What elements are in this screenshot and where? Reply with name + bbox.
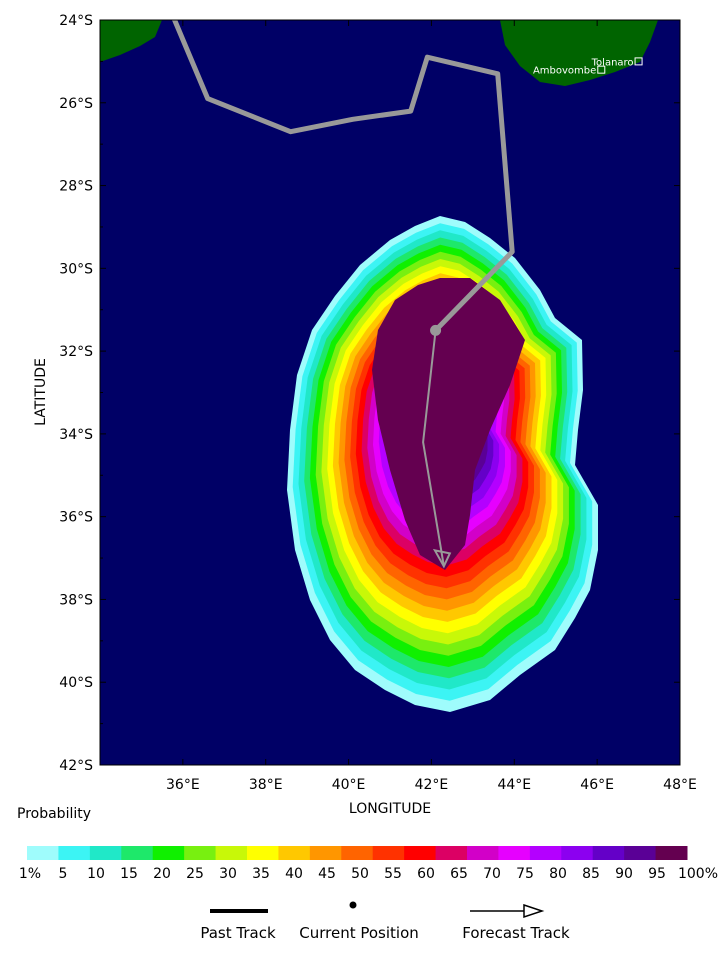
colorbar-swatch	[655, 846, 688, 860]
lat-tick-label: 28°S	[59, 179, 93, 195]
colorbar-swatch	[184, 846, 217, 860]
colorbar-label: 40	[285, 866, 303, 882]
current-position-marker	[430, 324, 442, 336]
x-axis-label: LONGITUDE	[349, 801, 431, 817]
colorbar-label: 5	[58, 866, 68, 882]
lat-tick-label: 34°S	[59, 427, 93, 443]
forecast-track-arrowhead	[523, 903, 545, 919]
probability-colorbar	[27, 846, 688, 860]
madagascar-coastline	[500, 20, 658, 86]
colorbar-label: 100%	[677, 866, 719, 882]
colorbar-label: 70	[483, 866, 501, 882]
colorbar-swatch	[58, 846, 91, 860]
colorbar-swatch	[341, 846, 374, 860]
city-marker	[597, 65, 606, 74]
colorbar-label: 65	[450, 866, 468, 882]
city-marker	[634, 57, 643, 66]
colorbar-swatch	[27, 846, 59, 860]
colorbar-swatch	[152, 846, 185, 860]
lon-tick-label: 42°E	[415, 777, 449, 793]
colorbar-swatch	[467, 846, 499, 860]
lon-tick-label: 44°E	[497, 777, 531, 793]
colorbar-label: 75	[516, 866, 534, 882]
colorbar-label: 50	[351, 866, 369, 882]
forecast-track-label: Forecast Track	[462, 924, 570, 942]
colorbar-swatch	[247, 846, 279, 860]
lon-tick-label: 48°E	[663, 777, 697, 793]
lat-tick-label: 32°S	[59, 344, 93, 360]
colorbar-swatch	[121, 846, 154, 860]
forecast-track-line	[422, 330, 445, 567]
city-label: Tolanaro	[591, 57, 634, 68]
colorbar-label: 30	[219, 866, 237, 882]
colorbar-swatch	[404, 846, 437, 860]
city-label: Ambovombe	[533, 66, 596, 77]
colorbar-label: 60	[417, 866, 435, 882]
lat-tick-label: 38°S	[59, 592, 93, 608]
colorbar-label: 45	[318, 866, 336, 882]
lat-tick-label: 36°S	[59, 510, 93, 526]
colorbar-label: 1%	[18, 866, 42, 882]
lat-tick-label: 24°S	[59, 13, 93, 29]
probability-core	[372, 278, 525, 570]
colorbar-label: 20	[153, 866, 171, 882]
colorbar-label: 15	[120, 866, 138, 882]
colorbar-label: 85	[582, 866, 600, 882]
colorbar-swatch	[561, 846, 594, 860]
past-track-line	[171, 20, 515, 333]
colorbar-swatch	[435, 846, 468, 860]
colorbar-label: 25	[186, 866, 204, 882]
lat-tick-label: 42°S	[59, 758, 93, 774]
lat-tick-label: 30°S	[59, 261, 93, 277]
lat-tick-label: 26°S	[59, 96, 93, 112]
track-key	[210, 901, 545, 919]
colorbar-label: 55	[384, 866, 402, 882]
lon-tick-label: 38°E	[249, 777, 283, 793]
colorbar-swatch	[89, 846, 122, 860]
current-position-symbol	[349, 901, 357, 909]
forecast-arrowhead	[432, 548, 452, 569]
colorbar-swatch	[372, 846, 405, 860]
y-axis-label: LATITUDE	[33, 358, 49, 426]
lat-tick-label: 40°S	[59, 675, 93, 691]
colorbar-label: 80	[549, 866, 567, 882]
current-position-label: Current Position	[299, 924, 419, 942]
lon-tick-label: 36°E	[166, 777, 200, 793]
probability-swath	[287, 216, 598, 712]
africa-coastline	[100, 20, 162, 62]
colorbar-label: 95	[648, 866, 666, 882]
lon-tick-label: 46°E	[580, 777, 614, 793]
colorbar-swatch	[278, 846, 311, 860]
legend-title: Probability	[17, 806, 92, 822]
lon-tick-label: 40°E	[332, 777, 366, 793]
past-track-label: Past Track	[200, 924, 276, 942]
colorbar-swatch	[624, 846, 657, 860]
colorbar-swatch	[309, 846, 342, 860]
colorbar-swatch	[592, 846, 625, 860]
colorbar-label: 35	[252, 866, 270, 882]
colorbar-label: 10	[87, 866, 105, 882]
colorbar-label: 90	[615, 866, 633, 882]
colorbar-swatch	[498, 846, 531, 860]
colorbar-swatch	[215, 846, 248, 860]
colorbar-swatch	[529, 846, 562, 860]
